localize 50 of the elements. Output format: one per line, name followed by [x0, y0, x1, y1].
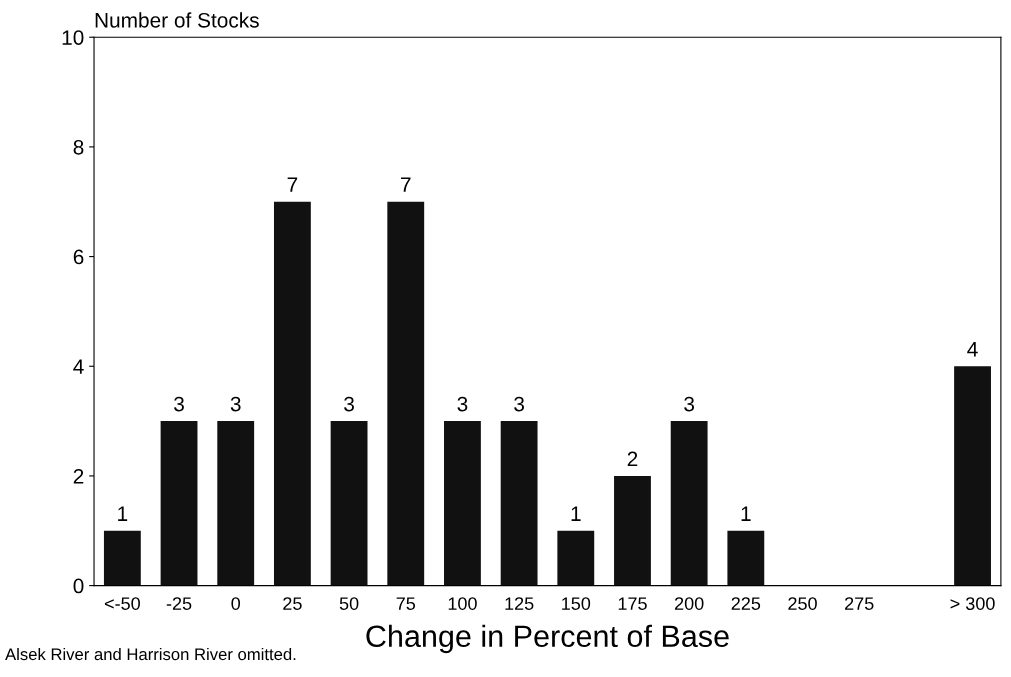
- y-tick-label: 6: [73, 249, 84, 265]
- bar: [670, 421, 708, 586]
- x-tick-label: 50: [339, 597, 359, 610]
- data-label: 7: [401, 177, 411, 192]
- x-tick-label: 175: [618, 597, 647, 610]
- x-tick-label: 0: [231, 597, 241, 610]
- y-axis-title: Number of Stocks: [95, 12, 259, 28]
- bar: [727, 530, 765, 586]
- data-label: 1: [118, 506, 128, 521]
- bar: [103, 530, 141, 586]
- x-tick-label: 75: [396, 597, 416, 610]
- bar: [330, 421, 368, 586]
- y-tick-label: 4: [73, 359, 84, 374]
- bar: [614, 475, 651, 586]
- x-tick-label: 200: [675, 597, 704, 610]
- x-tick-label: 125: [505, 597, 534, 610]
- bar: [954, 366, 991, 586]
- y-tick-label: 2: [73, 468, 84, 484]
- x-tick-label: > 300: [950, 597, 995, 610]
- x-tick-label: 150: [562, 597, 591, 610]
- bar: [444, 421, 481, 586]
- data-label: 1: [571, 506, 581, 521]
- data-label: 4: [967, 342, 978, 357]
- data-label: 3: [230, 396, 241, 412]
- y-tick-label: 10: [62, 30, 84, 45]
- x-tick-label: -25: [166, 597, 192, 610]
- data-label: 2: [627, 451, 638, 467]
- y-tick-label: 0: [73, 578, 84, 594]
- text: Alsek River and Harrison River omitted.: [5, 647, 296, 661]
- x-axis-title: Change in Percent of Base: [366, 624, 729, 654]
- y-tick-label: 8: [73, 139, 84, 155]
- x-tick-label: 225: [731, 597, 761, 610]
- data-label: 3: [457, 396, 468, 412]
- bar: [387, 201, 425, 586]
- bar: [500, 421, 538, 586]
- data-label: 1: [741, 506, 751, 521]
- data-label: 3: [174, 396, 184, 412]
- data-label: 3: [344, 396, 354, 412]
- data-label: 3: [684, 396, 695, 412]
- x-tick-label: 25: [283, 597, 302, 610]
- x-tick-label: 275: [845, 597, 874, 610]
- data-label: 3: [514, 396, 524, 412]
- x-tick-label: 100: [448, 597, 477, 610]
- x-tick-label: <-50: [104, 597, 140, 610]
- bar: [273, 201, 311, 586]
- bar: [160, 421, 198, 586]
- bar: [217, 421, 255, 586]
- bar: [557, 530, 595, 586]
- x-tick-label: 250: [788, 597, 817, 610]
- data-label: 7: [287, 177, 298, 192]
